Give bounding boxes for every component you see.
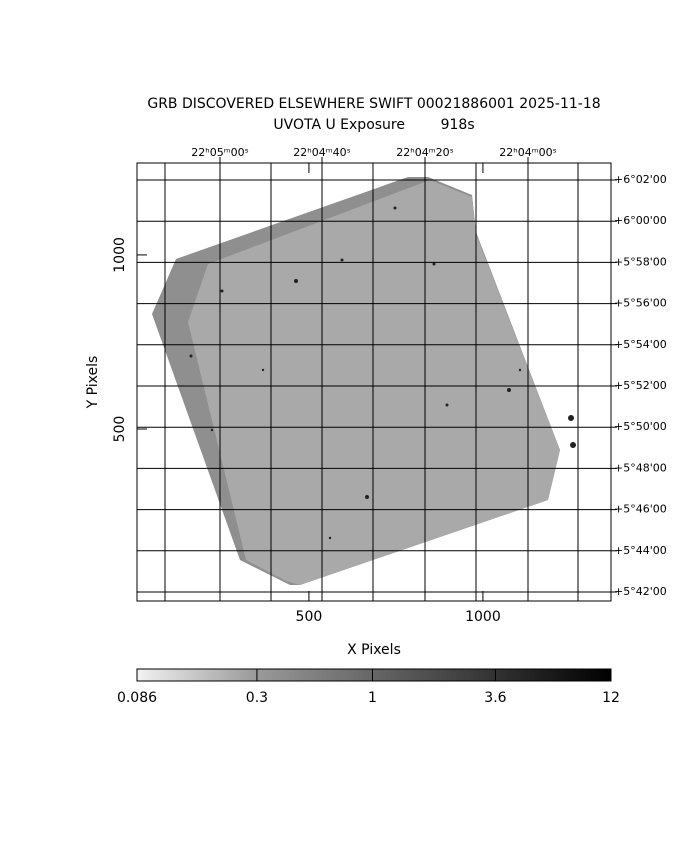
- exposure-core: [188, 180, 560, 585]
- chart-subtitle: UVOTA U Exposure 918s: [273, 117, 474, 133]
- dec-label: +5°56'00: [614, 297, 667, 310]
- stars: [189, 206, 576, 540]
- colorbar-tick-label: 1: [368, 690, 377, 706]
- dec-label: +5°44'00: [614, 544, 667, 557]
- colorbar-tick-label: 0.086: [117, 690, 157, 706]
- dec-label: +6°00'00: [614, 214, 667, 227]
- ra-label: 22ʰ05ᵐ00ˢ: [191, 146, 248, 159]
- dec-label: +5°46'00: [614, 503, 667, 516]
- colorbar-tick-label: 3.6: [484, 690, 506, 706]
- colorbar: [136, 668, 612, 682]
- dec-label: +6°02'00: [614, 173, 667, 186]
- dec-label: +5°50'00: [614, 420, 667, 433]
- ra-label: 22ʰ04ᵐ40ˢ: [293, 146, 350, 159]
- dec-label: +5°42'00: [614, 585, 667, 598]
- dec-label: +5°54'00: [614, 338, 667, 351]
- chart-title: GRB DISCOVERED ELSEWHERE SWIFT 000218860…: [147, 96, 600, 112]
- x-tick-label: 500: [296, 609, 323, 625]
- sky-image: [152, 177, 576, 585]
- dec-label: +5°48'00: [614, 461, 667, 474]
- y-axis-label: Y Pixels: [85, 356, 101, 410]
- colorbar-tick-label: 0.3: [246, 690, 268, 706]
- dec-label: +5°52'00: [614, 379, 667, 392]
- x-axis-label: X Pixels: [347, 642, 401, 658]
- dec-label: +5°58'00: [614, 255, 667, 268]
- colorbar-tick-label: 12: [602, 690, 620, 706]
- y-tick-label: 500: [112, 416, 128, 443]
- x-tick-label: 1000: [465, 609, 501, 625]
- ra-label: 22ʰ04ᵐ00ˢ: [499, 146, 556, 159]
- plot-frame: [136, 162, 612, 602]
- y-tick-label: 1000: [112, 237, 128, 273]
- ra-label: 22ʰ04ᵐ20ˢ: [396, 146, 453, 159]
